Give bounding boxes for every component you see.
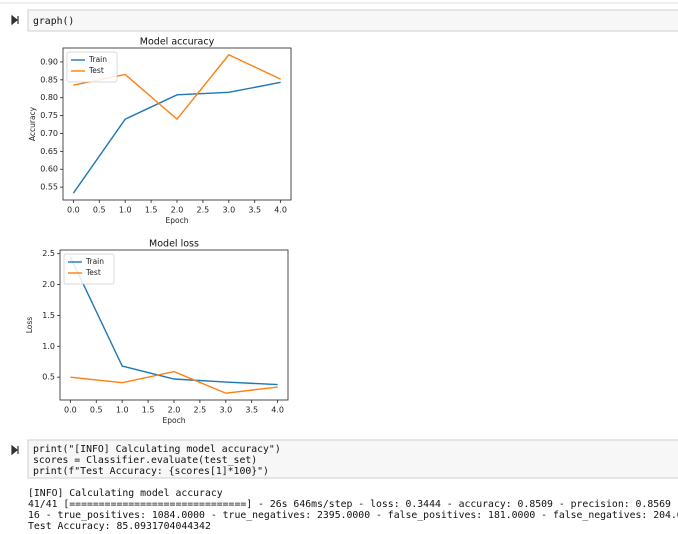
y-tick-label: 0.85 (40, 75, 58, 84)
x-tick-label: 2.5 (197, 206, 210, 215)
series-line (73, 82, 280, 193)
x-tick-label: 0.5 (93, 206, 106, 215)
x-axis-label: Epoch (166, 216, 189, 225)
x-tick-label: 3.0 (219, 406, 232, 415)
y-tick-label: 1.0 (42, 342, 55, 351)
code-line: print("[INFO] Calculating model accuracy… (33, 444, 281, 455)
x-tick-label: 3.0 (222, 206, 235, 215)
x-tick-label: 3.5 (248, 206, 261, 215)
x-tick-label: 2.5 (194, 406, 207, 415)
y-axis-label: Loss (25, 317, 34, 334)
x-tick-label: 1.5 (142, 406, 155, 415)
y-axis-label: Accuracy (28, 106, 37, 141)
chart-title: Model accuracy (140, 37, 215, 48)
y-tick-label: 0.70 (40, 129, 58, 138)
y-tick-label: 0.60 (40, 165, 58, 174)
x-tick-label: 2.0 (171, 206, 184, 215)
x-tick-label: 0.0 (67, 206, 80, 215)
y-tick-label: 2.5 (42, 249, 55, 258)
code-line: scores = Classifier.evaluate(test_set) (33, 455, 257, 466)
output-line: [INFO] Calculating model accuracy (28, 488, 223, 499)
chart-title: Model loss (149, 239, 199, 250)
y-tick-label: 0.55 (40, 183, 58, 192)
legend-label: Test (85, 268, 101, 277)
legend-label: Test (88, 66, 104, 75)
x-tick-label: 4.0 (274, 206, 287, 215)
legend-label: Train (88, 55, 107, 64)
x-tick-label: 3.5 (245, 406, 258, 415)
x-tick-label: 2.0 (168, 406, 181, 415)
x-tick-label: 4.0 (271, 406, 284, 415)
x-tick-label: 1.0 (116, 406, 129, 415)
y-tick-label: 0.65 (40, 147, 58, 156)
y-tick-label: 0.90 (40, 57, 58, 66)
y-tick-label: 2.0 (42, 280, 55, 289)
x-tick-label: 1.5 (145, 206, 158, 215)
run-icon[interactable] (12, 16, 18, 24)
x-tick-label: 0.5 (90, 406, 103, 415)
y-tick-label: 1.5 (42, 311, 55, 320)
code-line: graph() (33, 16, 74, 27)
output-line: Test Accuracy: 85.0931704044342 (28, 521, 211, 532)
y-tick-label: 0.5 (42, 373, 55, 382)
code-cell[interactable] (28, 10, 678, 31)
x-tick-label: 1.0 (119, 206, 132, 215)
y-tick-label: 0.75 (40, 111, 58, 120)
x-axis-label: Epoch (163, 416, 186, 425)
run-icon[interactable] (12, 446, 18, 454)
notebook: graph() print("[INFO] Calculating model … (0, 0, 678, 534)
y-tick-label: 0.80 (40, 93, 58, 102)
code-line: print(f"Test Accuracy: {scores[1]*100}") (33, 466, 269, 477)
output-line: 41/41 [==============================] -… (28, 499, 678, 510)
x-tick-label: 0.0 (64, 406, 77, 415)
legend-label: Train (85, 257, 104, 266)
output-line: 16 - true_positives: 1084.0000 - true_ne… (28, 510, 678, 521)
